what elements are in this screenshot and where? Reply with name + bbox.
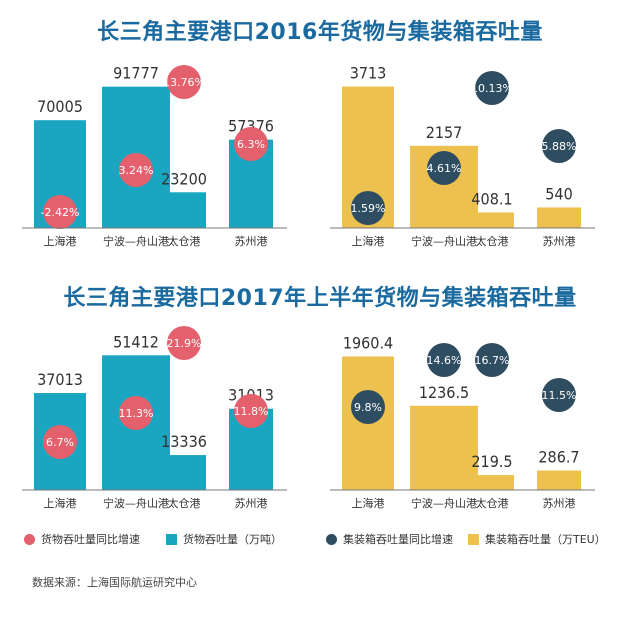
bar-value-label: 13336 <box>161 432 207 451</box>
category-label: 太仓港 <box>476 496 509 510</box>
category-label: 太仓港 <box>168 234 201 248</box>
growth-label: 1.59% <box>351 202 386 215</box>
category-label: 上海港 <box>44 496 77 510</box>
growth-circle-0 <box>351 390 385 424</box>
growth-circle-2 <box>167 326 201 360</box>
growth-circle-2 <box>167 65 201 99</box>
category-label: 苏州港 <box>235 497 268 510</box>
growth-label: 16.7% <box>475 354 510 367</box>
bar-value-label: 51412 <box>113 332 159 351</box>
growth-circle-3 <box>542 378 576 412</box>
growth-circle-1 <box>119 396 153 430</box>
growth-circle-1 <box>427 343 461 377</box>
growth-label: 3.24% <box>119 164 154 177</box>
bar-3 <box>537 470 581 490</box>
growth-circle-0 <box>43 195 77 229</box>
cargo-chart-2017h1: 37013 6.7% 上海港 51412 11.3% 宁波—舟山港 13336 21.9% 太仓… <box>22 326 287 510</box>
bar-value-label: 1236.5 <box>419 383 469 402</box>
growth-label: 9.8% <box>354 401 382 414</box>
category-label: 上海港 <box>44 234 77 248</box>
legend-cargo-volume-swatch <box>166 533 177 545</box>
legend-container-volume-swatch <box>468 533 479 545</box>
legend-container-growth-label: 集装箱吞吐量同比增速 <box>343 533 453 546</box>
bar-value-label: 57376 <box>228 117 274 136</box>
legend-container-growth: 集装箱吞吐量同比增速 <box>326 531 453 547</box>
bar-2 <box>162 455 206 490</box>
category-label: 上海港 <box>352 496 385 510</box>
category-label: 太仓港 <box>168 496 201 510</box>
category-label: 苏州港 <box>543 235 576 248</box>
container-chart-2016: 3713 1.59% 上海港 2157 4.61% 宁波—舟山港 408.1 10.13% 太仓… <box>330 64 595 248</box>
growth-label: 11.5% <box>542 389 577 402</box>
legend-container-growth-swatch <box>326 533 337 545</box>
growth-circle-2 <box>475 71 509 105</box>
legend-cargo-volume: 货物吞吐量（万吨） <box>166 531 282 547</box>
category-label: 宁波—舟山港 <box>411 234 477 248</box>
bar-value-label: 70005 <box>37 97 83 116</box>
bar-value-label: 37013 <box>37 370 83 389</box>
bar-3 <box>537 207 581 228</box>
growth-circle-1 <box>119 153 153 187</box>
growth-circle-0 <box>43 425 77 459</box>
growth-circle-0 <box>351 191 385 225</box>
growth-label: 11.8% <box>234 405 269 418</box>
growth-label: 6.3% <box>237 138 265 151</box>
category-label: 宁波—舟山港 <box>411 496 477 510</box>
legend-container-volume-label: 集装箱吞吐量（万TEU） <box>485 533 606 546</box>
legend-cargo-growth-swatch <box>24 533 35 545</box>
growth-circle-2 <box>475 343 509 377</box>
category-label: 宁波—舟山港 <box>103 234 169 248</box>
legend-cargo-growth: 货物吞吐量同比增速 <box>24 531 140 547</box>
growth-label: 6.7% <box>46 436 74 449</box>
data-source: 数据来源：上海国际航运研究中心 <box>32 576 197 589</box>
bar-value-label: 23200 <box>161 169 207 188</box>
growth-label: 11.3% <box>119 407 154 420</box>
bar-value-label: 540 <box>545 184 572 203</box>
category-label: 苏州港 <box>235 235 268 248</box>
legend-cargo-volume-label: 货物吞吐量（万吨） <box>183 533 282 546</box>
bar-value-label: 219.5 <box>471 452 512 471</box>
category-label: 苏州港 <box>543 497 576 510</box>
bar-2 <box>470 212 514 228</box>
category-label: 上海港 <box>352 234 385 248</box>
bar-1 <box>410 405 478 490</box>
bar-value-label: 1960.4 <box>343 333 393 352</box>
growth-label: 13.76% <box>163 76 205 89</box>
growth-label: 5.88% <box>542 140 577 153</box>
growth-circle-3 <box>234 394 268 428</box>
growth-label: 21.9% <box>167 337 202 350</box>
growth-label: 10.13% <box>471 82 513 95</box>
container-chart-2017h1: 1960.4 9.8% 上海港 1236.5 14.6% 宁波—舟山港 219.5 16.7%… <box>330 333 595 510</box>
growth-circle-1 <box>427 151 461 185</box>
growth-circle-3 <box>542 129 576 163</box>
bar-value-label: 286.7 <box>538 447 579 466</box>
growth-circle-3 <box>234 127 268 161</box>
legend-container-volume: 集装箱吞吐量（万TEU） <box>468 531 606 547</box>
cargo-chart-2016: 70005 -2.42% 上海港 91777 3.24% 宁波—舟山港 23200 13.76… <box>22 64 287 248</box>
chart-title-2016: 长三角主要港口2016年货物与集装箱吞吐量 <box>97 20 543 45</box>
growth-label: 4.61% <box>427 162 462 175</box>
category-label: 宁波—舟山港 <box>103 496 169 510</box>
chart-title-2017h1: 长三角主要港口2017年上半年货物与集装箱吞吐量 <box>63 286 577 311</box>
bar-value-label: 408.1 <box>471 189 512 208</box>
bar-2 <box>470 475 514 490</box>
bar-value-label: 91777 <box>113 64 159 83</box>
growth-label: 14.6% <box>427 354 462 367</box>
bar-value-label: 3713 <box>350 64 387 83</box>
bar-2 <box>162 192 206 228</box>
category-label: 太仓港 <box>476 234 509 248</box>
growth-label: -2.42% <box>41 206 80 219</box>
legend-cargo-growth-label: 货物吞吐量同比增速 <box>41 533 140 546</box>
bar-value-label: 2157 <box>426 123 463 142</box>
